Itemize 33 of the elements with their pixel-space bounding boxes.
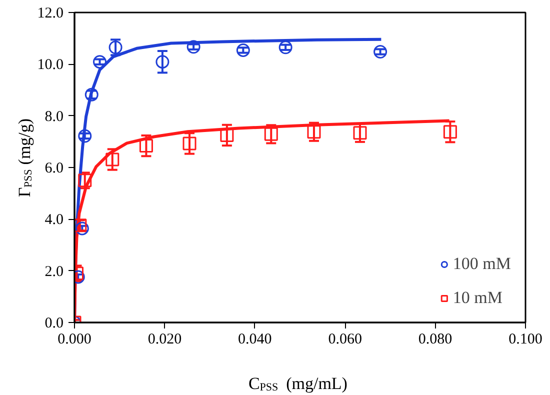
legend-label: 10 mM — [452, 288, 502, 308]
x-tick-label: 0.040 — [238, 332, 272, 348]
x-tick-label: 0.100 — [508, 332, 542, 348]
x-tick-label: 0.000 — [58, 332, 92, 348]
point — [156, 55, 170, 69]
point — [93, 55, 107, 69]
x-tick-label: 0.080 — [418, 332, 452, 348]
y-tick-label: 10.0 — [37, 57, 64, 74]
y-axis-title: ΓPSS (mg/g) — [15, 118, 34, 198]
legend-label: 100 mM — [452, 254, 511, 274]
point — [374, 45, 388, 59]
point — [264, 127, 278, 141]
y-tick-label: 8.0 — [44, 108, 64, 125]
point — [236, 43, 250, 57]
y-tick-label: 2.0 — [44, 264, 64, 280]
x-tick-label: 0.060 — [328, 332, 362, 348]
point — [74, 218, 87, 232]
point — [78, 129, 92, 143]
y-tick-label: 4.0 — [44, 212, 64, 228]
point — [139, 139, 153, 153]
point — [443, 125, 457, 139]
point — [307, 125, 321, 139]
point — [186, 40, 200, 54]
y-tick-label: 0.0 — [44, 316, 64, 332]
point — [278, 40, 292, 54]
point — [106, 152, 120, 166]
x-tick-label: 0.020 — [148, 332, 182, 348]
y-tick-label: 6.0 — [44, 160, 64, 176]
point — [182, 136, 196, 150]
point — [353, 126, 367, 140]
point — [220, 128, 234, 142]
point — [75, 222, 89, 236]
y-tick-label: 12.0 — [37, 6, 64, 22]
